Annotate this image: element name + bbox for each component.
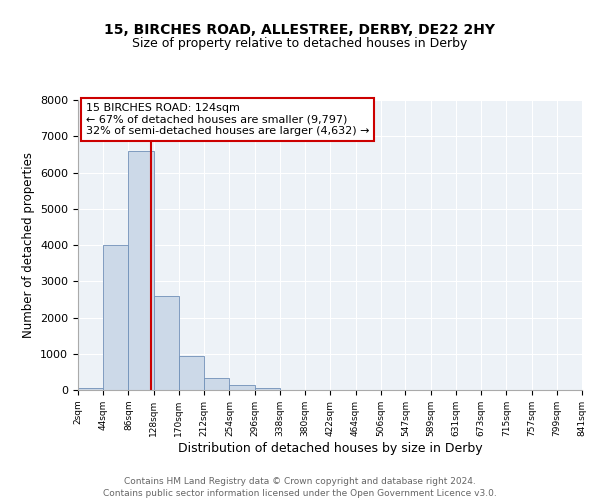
Bar <box>78 388 103 390</box>
Bar <box>154 296 179 390</box>
Text: Contains HM Land Registry data © Crown copyright and database right 2024.: Contains HM Land Registry data © Crown c… <box>124 478 476 486</box>
Text: 15, BIRCHES ROAD, ALLESTREE, DERBY, DE22 2HY: 15, BIRCHES ROAD, ALLESTREE, DERBY, DE22… <box>104 22 496 36</box>
Bar <box>229 386 254 390</box>
Bar <box>204 378 229 390</box>
Bar <box>103 245 128 390</box>
Y-axis label: Number of detached properties: Number of detached properties <box>22 152 35 338</box>
Bar <box>128 151 154 390</box>
X-axis label: Distribution of detached houses by size in Derby: Distribution of detached houses by size … <box>178 442 482 454</box>
Text: Size of property relative to detached houses in Derby: Size of property relative to detached ho… <box>133 38 467 51</box>
Text: 15 BIRCHES ROAD: 124sqm
← 67% of detached houses are smaller (9,797)
32% of semi: 15 BIRCHES ROAD: 124sqm ← 67% of detache… <box>86 103 369 136</box>
Bar <box>179 356 204 390</box>
Text: Contains public sector information licensed under the Open Government Licence v3: Contains public sector information licen… <box>103 489 497 498</box>
Bar <box>254 388 280 390</box>
